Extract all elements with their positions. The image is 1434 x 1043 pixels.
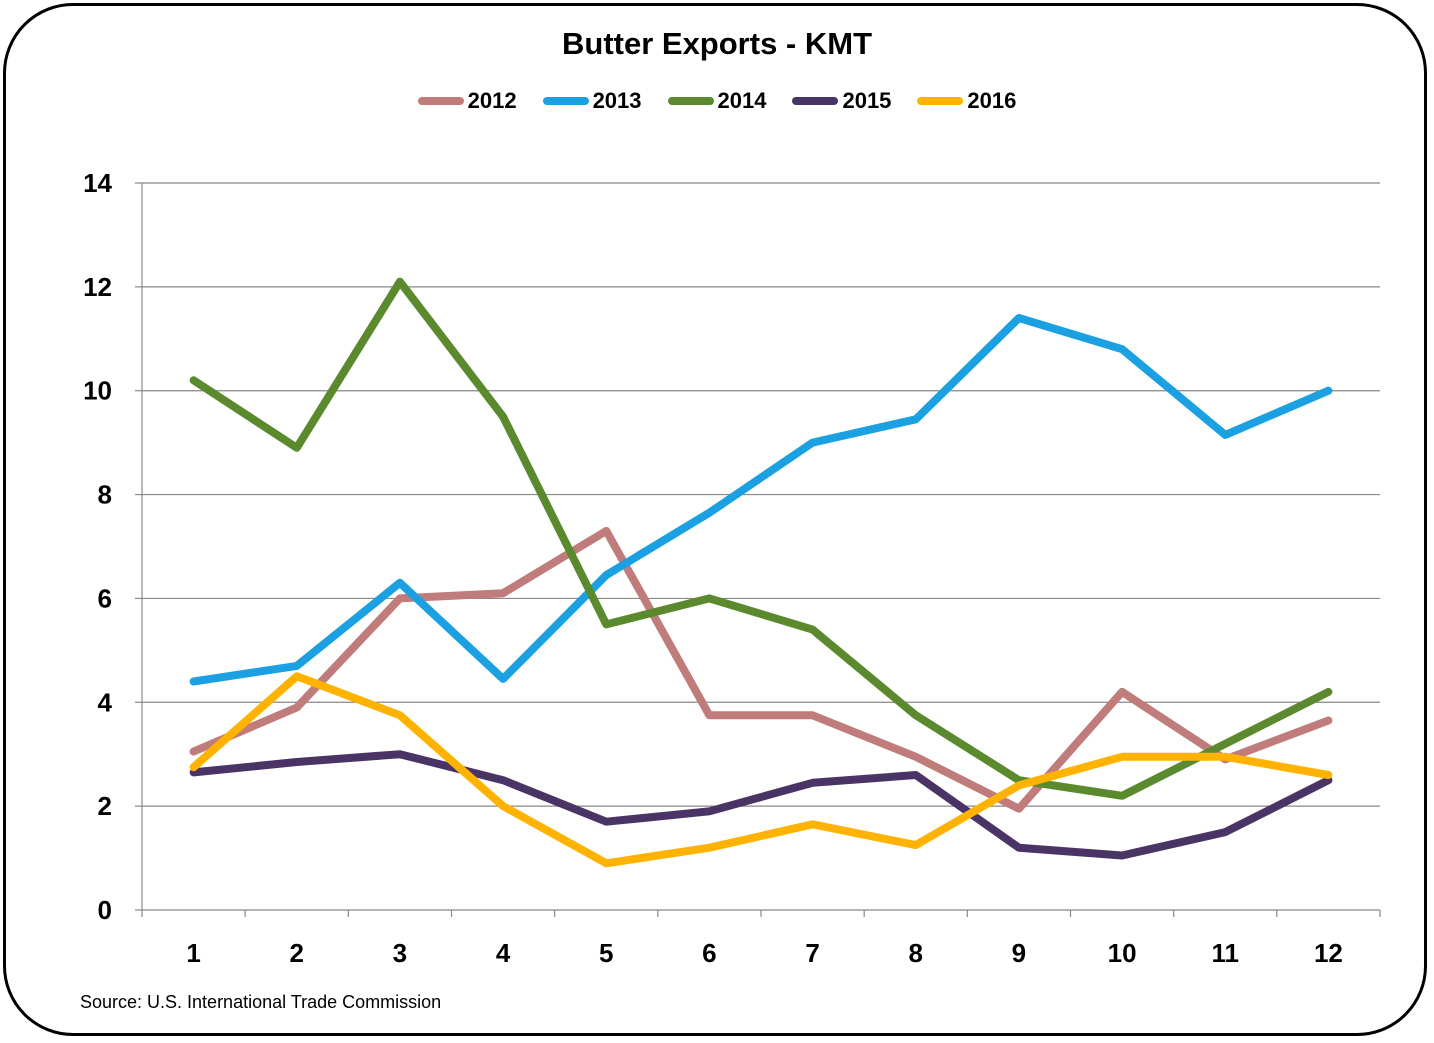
legend-swatch-2015 [792, 97, 839, 105]
chart-legend: 2012 2013 2014 2015 2016 [0, 88, 1434, 114]
x-tick-label-5: 5 [599, 938, 613, 968]
chart-frame [3, 3, 1427, 1036]
legend-label-2012: 2012 [467, 88, 517, 113]
x-tick-label-3: 3 [393, 938, 407, 968]
x-tick-label-8: 8 [909, 938, 923, 968]
series-line-2013 [189, 314, 1333, 686]
legend-swatch-2016 [917, 97, 964, 105]
y-tick-label-0: 0 [98, 895, 112, 925]
x-tick-label-7: 7 [805, 938, 819, 968]
legend-item-2012: 2012 [417, 88, 517, 114]
y-tick-label-12: 12 [83, 272, 112, 302]
legend-swatch-2013 [542, 97, 589, 105]
legend-label-2014: 2014 [717, 88, 767, 113]
x-tick-label-1: 1 [186, 938, 200, 968]
x-tick-label-10: 10 [1108, 938, 1137, 968]
x-tick-label-12: 12 [1314, 938, 1343, 968]
legend-item-2014: 2014 [667, 88, 767, 114]
legend-label-2015: 2015 [842, 88, 892, 113]
x-tick-label-4: 4 [496, 938, 511, 968]
legend-swatch-2014 [667, 97, 714, 105]
x-tick-label-11: 11 [1212, 938, 1240, 968]
legend-item-2015: 2015 [792, 88, 891, 114]
y-tick-label-10: 10 [83, 376, 112, 406]
series-line-2015 [189, 750, 1333, 860]
legend-label-2013: 2013 [592, 88, 642, 113]
x-tick-label-9: 9 [1012, 938, 1026, 968]
x-tick-label-2: 2 [290, 938, 304, 968]
legend-item-2016: 2016 [917, 88, 1016, 114]
legend-swatch-2012 [417, 97, 464, 105]
series-line-2016 [189, 672, 1333, 868]
y-tick-label-14: 14 [83, 168, 112, 198]
y-tick-label-4: 4 [98, 687, 113, 717]
series-line-2012 [189, 526, 1333, 813]
legend-item-2013: 2013 [542, 88, 642, 114]
y-tick-label-6: 6 [98, 583, 112, 613]
source-note: Source: U.S. International Trade Commiss… [80, 992, 442, 1012]
chart-title: Butter Exports - KMT [562, 26, 872, 61]
x-tick-label-6: 6 [702, 938, 716, 968]
y-tick-label-8: 8 [98, 480, 112, 510]
y-tick-label-2: 2 [98, 791, 112, 821]
series-line-2014 [189, 277, 1333, 800]
legend-label-2016: 2016 [967, 88, 1017, 113]
